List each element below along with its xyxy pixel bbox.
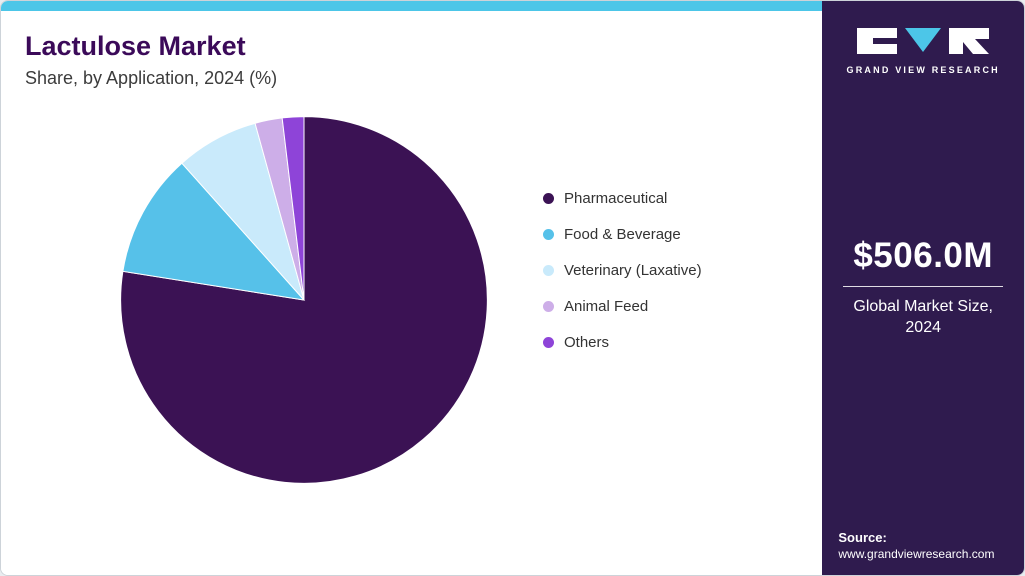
- market-size-block: $506.0M Global Market Size, 2024: [822, 45, 1024, 530]
- gvr-logo-icon: [857, 28, 990, 54]
- legend: Pharmaceutical Food & Beverage Veterinary …: [543, 190, 702, 351]
- pie-slice-food-beverage: [122, 162, 306, 301]
- legend-item: Pharmaceutical: [543, 190, 702, 207]
- source-url: www.grandviewresearch.com: [838, 547, 995, 561]
- legend-label: Food & Beverage: [564, 225, 681, 243]
- legend-swatch-icon: [543, 300, 554, 312]
- market-size-label: Global Market Size, 2024: [843, 286, 1004, 339]
- legend-swatch-icon: [543, 228, 554, 240]
- legend-label: Veterinary (Laxative): [564, 261, 702, 279]
- pie-wrap: [111, 107, 497, 493]
- market-size-value: $506.0M: [853, 236, 994, 276]
- legend-item: Veterinary (Laxative): [543, 262, 702, 279]
- brand-name: GRAND VIEW RESEARCH: [846, 65, 1000, 75]
- legend-label: Animal Feed: [564, 297, 649, 315]
- top-accent-bar: [1, 1, 823, 11]
- source-block: Source: www.grandviewresearch.com: [822, 530, 1024, 575]
- chart-content: Lactulose Market Share, by Application, …: [1, 11, 822, 575]
- legend-swatch-icon: [543, 336, 554, 348]
- legend-item: Food & Beverage: [543, 226, 702, 243]
- legend-item: Animal Feed: [543, 298, 702, 315]
- legend-label: Pharmaceutical: [564, 189, 668, 207]
- legend-label: Others: [564, 333, 610, 351]
- legend-item: Others: [543, 334, 702, 351]
- legend-swatch-icon: [543, 264, 554, 276]
- sidebar: GRAND VIEW RESEARCH $506.0M Global Marke…: [822, 1, 1024, 575]
- legend-swatch-icon: [543, 192, 554, 204]
- pie-chart: [120, 116, 488, 484]
- chart-panel: Lactulose Market Share, by Application, …: [1, 1, 823, 575]
- page-subtitle: Share, by Application, 2024 (%): [25, 68, 278, 89]
- chart-row: Pharmaceutical Food & Beverage Veterinary …: [25, 107, 798, 493]
- pie-slice-others: [281, 116, 305, 301]
- page-title: Lactulose Market: [25, 31, 246, 61]
- source-label: Source:: [838, 530, 887, 545]
- brand-logo-block: GRAND VIEW RESEARCH: [847, 27, 1000, 75]
